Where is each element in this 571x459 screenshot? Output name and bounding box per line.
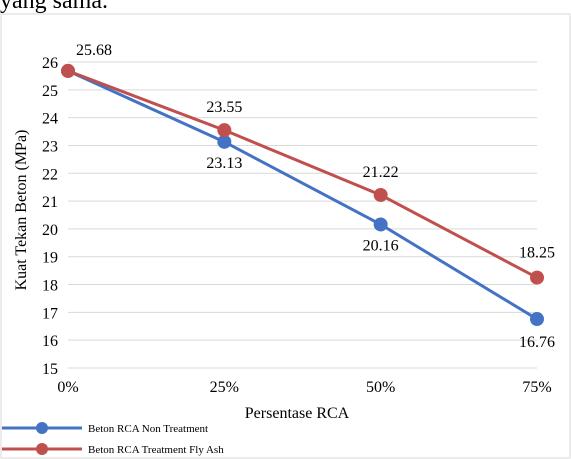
y-tick-labels: 15 16 17 18 19 20 21 22 23 24 25 26 — [42, 55, 58, 378]
data-point — [530, 312, 544, 327]
y-tick-label: 25 — [42, 83, 58, 100]
x-tick-label: 25% — [210, 379, 239, 396]
y-tick-label: 26 — [42, 55, 58, 72]
data-point — [61, 63, 75, 78]
data-point — [217, 123, 232, 138]
data-label: 25.68 — [76, 42, 112, 59]
legend-item: Beton RCA Treatment Fly Ash — [2, 443, 224, 456]
y-tick-label: 23 — [42, 138, 58, 155]
y-tick-label: 15 — [42, 361, 58, 378]
y-tick-label: 21 — [42, 194, 58, 211]
data-point — [217, 134, 232, 149]
y-tick-label: 22 — [42, 166, 58, 183]
data-label: 23.55 — [206, 99, 242, 116]
data-point — [530, 270, 544, 285]
x-tick-label: 50% — [366, 379, 395, 396]
legend-item: Beton RCA Non Treatment — [2, 422, 208, 435]
x-tick-label: 75% — [522, 379, 551, 396]
y-tick-label: 19 — [42, 250, 58, 267]
data-label: 21.22 — [363, 164, 399, 181]
chart-frame — [0, 13, 571, 459]
series-line — [67, 69, 538, 321]
data-label: 16.76 — [519, 334, 555, 351]
x-tick-label: 0% — [57, 379, 78, 396]
data-label: 20.16 — [363, 237, 399, 254]
legend-marker — [36, 422, 48, 434]
header-text: yang sama. — [0, 0, 108, 14]
data-point — [373, 187, 388, 202]
series-line — [67, 69, 538, 279]
x-tick-labels: 0% 25% 50% 75% — [57, 379, 551, 396]
y-tick-label: 24 — [42, 111, 58, 128]
y-tick-label: 20 — [42, 222, 58, 239]
legend: Beton RCA Non Treatment Beton RCA Treatme… — [2, 422, 224, 456]
y-axis-title: Kuat Tekan Beton (MPa) — [13, 130, 30, 291]
y-tick-label: 16 — [42, 333, 58, 350]
data-point — [373, 217, 388, 232]
y-tick-label: 17 — [42, 305, 58, 322]
series-2: 23.55 21.22 18.25 — [61, 63, 555, 285]
series-group: 25.68 23.13 20.16 16.76 23.55 21.22 18.25 — [61, 42, 555, 351]
data-label: 23.13 — [206, 155, 242, 172]
legend-label: Beton RCA Treatment Fly Ash — [88, 444, 224, 456]
y-tick-label: 18 — [42, 278, 58, 295]
gridlines — [68, 61, 537, 369]
data-label: 18.25 — [519, 245, 555, 262]
legend-marker — [36, 443, 48, 455]
x-axis-title: Persentase RCA — [245, 405, 350, 422]
legend-label: Beton RCA Non Treatment — [88, 423, 208, 435]
